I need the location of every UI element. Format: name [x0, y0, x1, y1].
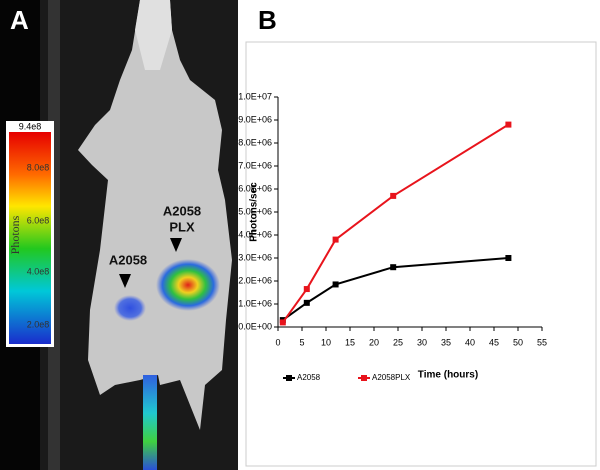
colorbar-label: 8.0e8 [27, 162, 50, 172]
data-point [390, 192, 397, 199]
colorbar-max: 9.4e8 [19, 121, 42, 131]
panel-a: A2058 A2058 PLX 9.4e8 8.0e8 6.0e8 4.0e8 … [0, 0, 238, 470]
x-axis-label: Time (hours) [418, 370, 478, 381]
colorbar-label: 2.0e8 [27, 319, 50, 329]
y-tick-label: 6.0E+06 [238, 183, 272, 193]
chart: 0.0E+00 1.0E+06 2.0E+06 3.0E+06 4.0E+06 5.0E+… [238, 91, 547, 382]
data-point [390, 264, 397, 271]
y-tick-label: 5.0E+06 [238, 206, 272, 216]
y-tick-label: 1.0E+07 [238, 91, 272, 101]
panel-label: A [10, 5, 29, 35]
colorbar-title: Photons [8, 215, 22, 254]
x-tick-label: 45 [489, 337, 499, 347]
x-tick-label: 50 [513, 337, 523, 347]
y-tick-label: 9.0E+06 [238, 114, 272, 124]
data-point [505, 255, 512, 261]
y-axis-label: Photons/sec [249, 182, 260, 242]
legend-label: A2058PLX [372, 373, 411, 382]
x-tick-label: 30 [417, 337, 427, 347]
x-tick-label: 35 [441, 337, 451, 347]
panel-b-frame [245, 41, 597, 467]
arrow [170, 238, 182, 252]
x-tick-label: 0 [275, 337, 280, 347]
x-tick-label: 5 [299, 337, 304, 347]
mouse-head [135, 0, 172, 70]
data-point [332, 236, 339, 243]
y-tick-label: 0.0E+00 [238, 321, 272, 331]
series-line [281, 123, 509, 323]
tumor-label: PLX [169, 219, 195, 234]
y-tick-label: 4.0E+06 [238, 229, 272, 239]
x-tick-label: 55 [537, 337, 547, 347]
y-tick-label: 1.0E+06 [238, 298, 272, 308]
y-tick-label: 7.0E+06 [238, 160, 272, 170]
x-tick-label: 25 [393, 337, 403, 347]
tumor-signal [114, 295, 146, 321]
tumor-label: A2058 [109, 252, 147, 267]
x-tick-label: 15 [345, 337, 355, 347]
x-tick-label: 20 [369, 337, 379, 347]
tumor-signal [156, 259, 220, 311]
legend-marker [361, 375, 367, 381]
y-tick-label: 2.0E+06 [238, 275, 272, 285]
arrow [119, 274, 131, 288]
data-point [332, 281, 339, 288]
data-point [279, 319, 286, 326]
tail-signal [143, 375, 157, 470]
mouse-silhouette [78, 0, 232, 430]
colorbar [9, 132, 51, 344]
colorbar-label: 6.0e8 [27, 215, 50, 225]
colorbar-label: 4.0e8 [27, 266, 50, 276]
data-point [505, 121, 512, 128]
tumor-label: A2058 [163, 203, 201, 218]
y-tick-label: 8.0E+06 [238, 137, 272, 147]
data-point [303, 299, 310, 306]
panel-label: B [258, 5, 277, 35]
legend-marker [286, 375, 292, 381]
legend-label: A2058 [297, 373, 321, 382]
y-tick-label: 3.0E+06 [238, 252, 272, 262]
x-tick-label: 10 [321, 337, 331, 347]
data-point [303, 286, 310, 293]
x-tick-label: 40 [465, 337, 475, 347]
